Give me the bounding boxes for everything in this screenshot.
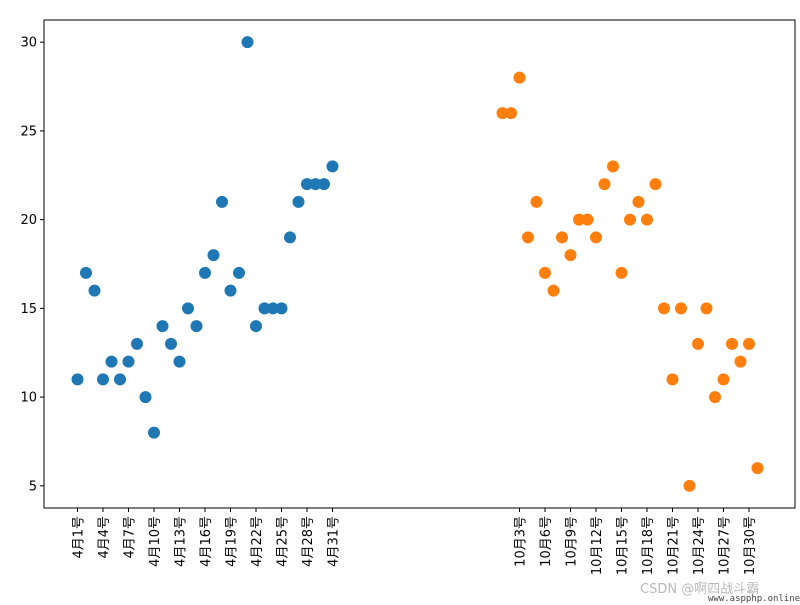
scatter-point [148, 426, 160, 439]
scatter-point [615, 266, 628, 279]
plot-area [43, 19, 796, 509]
x-axis: 4月1号 4月4号 4月7号 4月10号 4月13号 4月16号 4月19号 4月22号 4月2… [72, 508, 758, 575]
scatter-point [522, 231, 534, 244]
y-tick-label: 25 [20, 124, 37, 139]
scatter-point [156, 320, 169, 333]
scatter-point [666, 373, 679, 386]
scatter-point [496, 107, 509, 120]
scatter-point [556, 231, 568, 244]
y-tick-label: 20 [20, 213, 37, 228]
x-tick-label: 4月19号 [225, 516, 240, 567]
y-tick-label: 15 [20, 302, 37, 317]
scatter-point [505, 107, 517, 120]
scatter-point [309, 178, 322, 191]
y-tick-label: 5 [29, 479, 37, 494]
scatter-point [658, 302, 670, 315]
x-tick-label: 10月15号 [616, 516, 631, 575]
x-tick-label: 4月7号 [123, 516, 138, 559]
scatter-point [683, 479, 696, 492]
scatter-point [641, 213, 653, 226]
y-tick-label: 30 [20, 36, 37, 51]
scatter-point [199, 266, 211, 279]
scatter-point [292, 195, 305, 208]
y-axis: 5 10 15 20 25 30 [20, 36, 44, 494]
scatter-point [675, 302, 687, 315]
data-points [71, 36, 764, 492]
scatter-point [590, 231, 602, 244]
scatter-point [284, 231, 296, 244]
scatter-point [275, 302, 288, 315]
scatter-point [88, 284, 101, 297]
scatter-point [573, 213, 585, 226]
scatter-point [581, 213, 594, 226]
scatter-point [624, 213, 636, 226]
scatter-point [71, 373, 84, 386]
scatter-point [709, 391, 721, 404]
scatter-point [97, 373, 109, 386]
x-tick-label: 4月4号 [97, 516, 112, 559]
x-tick-label: 4月31号 [327, 516, 342, 567]
x-tick-label: 10月18号 [641, 516, 656, 575]
scatter-point [233, 266, 245, 279]
scatter-point [250, 320, 262, 333]
scatter-point [632, 195, 645, 208]
scatter-point [258, 302, 271, 315]
scatter-point [734, 355, 747, 368]
y-tick-label: 10 [20, 391, 37, 406]
x-tick-label: 10月9号 [565, 516, 580, 567]
x-tick-label: 10月24号 [692, 516, 707, 575]
scatter-point [547, 284, 560, 297]
scatter-point [139, 391, 152, 404]
scatter-point [216, 195, 228, 208]
scatter-point [692, 337, 704, 350]
scatter-point [530, 195, 543, 208]
scatter-point [717, 373, 730, 386]
scatter-point [649, 178, 662, 191]
scatter-point [607, 160, 619, 173]
scatter-point [301, 178, 313, 191]
scatter-point [700, 302, 713, 315]
watermark-csdn: CSDN @啊四战斗霸 [640, 582, 760, 597]
scatter-point [131, 337, 143, 350]
scatter-point [598, 178, 611, 191]
x-tick-label: 10月21号 [667, 516, 682, 575]
x-tick-label: 4月1号 [72, 516, 87, 559]
x-tick-label: 10月12号 [590, 516, 605, 575]
x-tick-label: 4月16号 [199, 516, 214, 567]
scatter-point [173, 355, 186, 368]
x-tick-label: 10月3号 [514, 516, 529, 567]
x-tick-label: 10月6号 [539, 516, 554, 567]
scatter-point [564, 249, 577, 262]
scatter-point [165, 337, 177, 350]
x-tick-label: 4月28号 [301, 516, 316, 567]
scatter-point [190, 320, 203, 333]
x-tick-label: 10月30号 [743, 516, 758, 575]
scatter-point [318, 178, 330, 191]
scatter-point [751, 462, 764, 475]
x-tick-label: 4月22号 [250, 516, 265, 567]
scatter-point [267, 302, 279, 315]
scatter-point [539, 266, 551, 279]
scatter-point [80, 266, 92, 279]
scatter-point [207, 249, 220, 262]
scatter-point [224, 284, 237, 297]
scatter-point [105, 355, 118, 368]
x-tick-label: 4月10号 [148, 516, 163, 567]
scatter-point [182, 302, 194, 315]
scatter-point [241, 36, 254, 49]
scatter-point [114, 373, 126, 386]
x-tick-label: 10月27号 [718, 516, 733, 575]
scatter-point [326, 160, 339, 173]
x-tick-label: 4月13号 [174, 516, 189, 567]
watermark-site: www.aspphp.online [708, 594, 800, 604]
scatter-point [122, 355, 135, 368]
scatter-point [743, 337, 755, 350]
scatter-point [726, 337, 738, 350]
x-tick-label: 4月25号 [276, 516, 291, 567]
scatter-point [513, 71, 526, 84]
